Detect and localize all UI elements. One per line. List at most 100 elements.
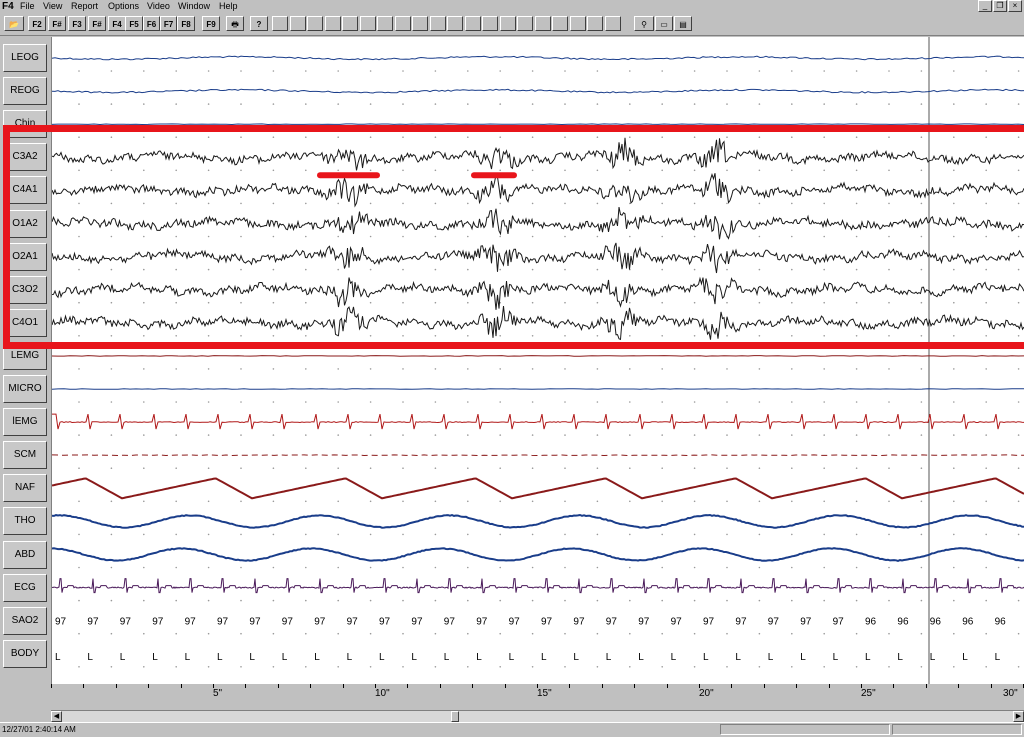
toolbar-button-f2b[interactable]: F# — [48, 16, 66, 31]
channel-label-chin[interactable]: Chin — [3, 110, 47, 139]
toolbar-blank-button[interactable] — [342, 16, 358, 31]
toolbar-blank-button[interactable] — [587, 16, 603, 31]
trace-micro — [52, 388, 1024, 390]
menu-help[interactable]: Help — [219, 1, 238, 11]
horizontal-scrollbar[interactable]: ◀ ▶ — [51, 710, 1024, 722]
channel-label-reog[interactable]: REOG — [3, 77, 47, 106]
channel-label-naf[interactable]: NAF — [3, 474, 47, 503]
toolbar-blank-button[interactable] — [272, 16, 288, 31]
grid-dot — [661, 632, 663, 635]
toolbar-button-f3b[interactable]: F# — [88, 16, 106, 31]
toolbar-blank-button[interactable] — [447, 16, 463, 31]
grid-dot — [207, 335, 210, 337]
body-position-value: L — [865, 652, 871, 663]
open-folder-icon[interactable]: 📂 — [4, 16, 24, 31]
view-icon[interactable]: ▭ — [655, 16, 673, 31]
close-icon[interactable]: × — [1008, 0, 1022, 12]
toolbar-blank-button[interactable] — [324, 16, 341, 31]
grid-dot — [758, 103, 761, 105]
channel-label-lemg[interactable]: LEMG — [3, 341, 47, 370]
channel-label-sao2[interactable]: SAO2 — [3, 606, 47, 635]
channel-label-c4a1[interactable]: C4A1 — [3, 176, 47, 205]
toolbar-blank-button[interactable] — [429, 16, 446, 31]
grid-dot — [661, 666, 663, 668]
channel-label-c4o1[interactable]: C4O1 — [3, 308, 47, 337]
toolbar-blank-button[interactable] — [289, 16, 306, 31]
time-tick-mark — [180, 684, 182, 688]
toolbar-blank-button[interactable] — [569, 16, 586, 31]
menu-window[interactable]: Window — [178, 1, 211, 11]
toolbar-blank-button[interactable] — [534, 16, 551, 31]
grid-dot — [920, 566, 923, 569]
grid-dot — [78, 136, 80, 138]
toolbar-button-f7[interactable]: F7 — [160, 16, 177, 31]
scroll-thumb[interactable] — [451, 711, 459, 722]
toolbar-button-f4[interactable]: F4 — [108, 16, 126, 31]
grid-dot — [402, 533, 404, 536]
toolbar-button-f6[interactable]: F6 — [143, 16, 160, 31]
toolbar-button-f8[interactable]: F8 — [177, 16, 195, 31]
time-tick-mark — [731, 684, 733, 688]
toolbar-blank-button[interactable] — [482, 16, 498, 31]
grid-dot — [240, 467, 242, 470]
toolbar-blank-button[interactable] — [394, 16, 411, 31]
grid-dot — [693, 533, 696, 536]
channel-label-o2a1[interactable]: O2A1 — [3, 242, 47, 271]
grid-dot — [953, 70, 955, 72]
minimize-icon[interactable]: _ — [978, 0, 992, 12]
toolbar-blank-button[interactable] — [307, 16, 323, 31]
toolbar-button-f3[interactable]: F3 — [68, 16, 86, 31]
toolbar-button-f2[interactable]: F2 — [28, 16, 46, 31]
toolbar-button-f9[interactable]: F9 — [202, 16, 220, 31]
grid-dot — [110, 666, 113, 668]
channel-label-c3a2[interactable]: C3A2 — [3, 143, 47, 172]
channel-label-lemg[interactable]: lEMG — [3, 408, 47, 437]
restore-icon[interactable]: ❐ — [993, 0, 1007, 12]
grid-dot — [823, 70, 825, 72]
grid-dot — [240, 533, 242, 536]
signal-plot[interactable]: 97 97 97 97 97 97 97 97 97 97 97 97 97 97 97 97 97 97 97 97… — [51, 37, 1024, 684]
scroll-left-icon[interactable]: ◀ — [51, 711, 62, 722]
grid-dot — [78, 268, 80, 271]
channel-label-ecg[interactable]: ECG — [3, 573, 47, 602]
scroll-right-icon[interactable]: ▶ — [1013, 711, 1024, 722]
grid-dot — [110, 434, 113, 436]
grid-dot — [758, 599, 761, 602]
toolbar-blank-button[interactable] — [517, 16, 533, 31]
help-icon[interactable]: ? — [250, 16, 268, 31]
channel-label-abd[interactable]: ABD — [3, 540, 47, 569]
menu-options[interactable]: Options — [108, 1, 140, 11]
channel-label-leog[interactable]: LEOG — [3, 44, 47, 72]
toolbar-blank-button[interactable] — [377, 16, 393, 31]
sao2-value: 97 — [314, 617, 326, 628]
grid-dot — [531, 103, 534, 105]
grid-dot — [888, 467, 890, 470]
print-icon[interactable]: 🖶 — [226, 16, 244, 31]
grid-dot — [499, 666, 502, 668]
channel-label-scm[interactable]: SCM — [3, 441, 47, 470]
channel-label-micro[interactable]: MICRO — [3, 375, 47, 403]
channel-label-body[interactable]: BODY — [3, 639, 47, 668]
film-icon[interactable]: ▤ — [674, 16, 692, 31]
time-tick-mark — [148, 684, 150, 688]
menu-video[interactable]: Video — [147, 1, 170, 11]
grid-dot — [693, 632, 696, 635]
grid-dot — [369, 599, 372, 602]
grid-dot — [402, 169, 404, 172]
toolbar-blank-button[interactable] — [499, 16, 516, 31]
time-tick-mark — [472, 684, 474, 688]
channel-label-c3o2[interactable]: C3O2 — [3, 275, 47, 304]
binoculars-icon[interactable]: ⚲ — [634, 16, 654, 31]
toolbar-blank-button[interactable] — [412, 16, 428, 31]
menu-report[interactable]: Report — [71, 1, 99, 11]
toolbar-blank-button[interactable] — [464, 16, 481, 31]
toolbar-blank-button[interactable] — [604, 16, 621, 31]
grid-dot — [467, 235, 469, 238]
channel-label-o1a2[interactable]: O1A2 — [3, 209, 47, 238]
menu-view[interactable]: View — [43, 1, 63, 11]
menu-file[interactable]: File — [20, 1, 35, 11]
toolbar-button-f5[interactable]: F5 — [125, 16, 143, 31]
toolbar-blank-button[interactable] — [552, 16, 568, 31]
toolbar-blank-button[interactable] — [359, 16, 376, 31]
channel-label-tho[interactable]: THO — [3, 507, 47, 536]
